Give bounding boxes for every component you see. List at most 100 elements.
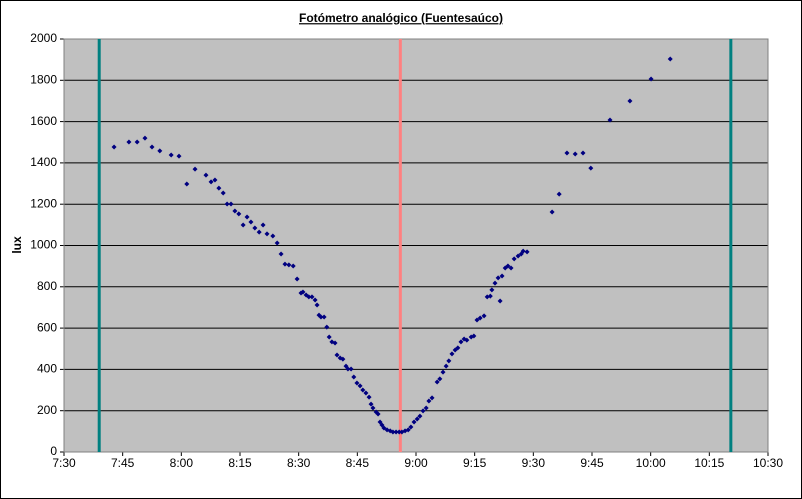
data-point: [282, 261, 288, 267]
data-point: [489, 287, 495, 293]
data-point: [434, 379, 440, 385]
data-point: [309, 294, 315, 300]
data-point: [252, 225, 258, 231]
data-point: [216, 185, 222, 191]
data-point: [375, 411, 381, 417]
data-point: [300, 289, 306, 295]
data-point: [564, 150, 570, 156]
data-point: [449, 351, 455, 357]
data-point: [240, 222, 246, 228]
data-point: [134, 139, 140, 145]
data-point: [294, 276, 300, 282]
data-point: [203, 172, 209, 178]
data-point: [351, 374, 357, 380]
data-point: [417, 413, 423, 419]
data-point: [149, 144, 155, 150]
y-tick-label: 600: [37, 320, 57, 334]
data-point: [379, 422, 385, 428]
data-point: [556, 191, 562, 197]
data-point: [324, 324, 330, 330]
x-tick-label: 7:30: [52, 456, 76, 470]
data-point: [458, 339, 464, 345]
y-axis-label: lux: [10, 236, 24, 254]
data-point: [345, 366, 351, 372]
y-tick-label: 1200: [30, 196, 57, 210]
data-point: [443, 363, 449, 369]
data-point: [142, 135, 148, 141]
data-point: [360, 387, 366, 393]
data-point: [366, 394, 372, 400]
x-tick-label: 10:15: [694, 456, 724, 470]
data-point: [332, 340, 338, 346]
data-point: [248, 219, 254, 225]
data-point: [208, 179, 214, 185]
x-tick-label: 9:15: [463, 456, 487, 470]
data-point: [157, 148, 163, 154]
data-point: [212, 177, 218, 183]
data-point: [648, 76, 654, 82]
data-point: [440, 369, 446, 375]
data-point: [446, 358, 452, 364]
data-point: [321, 314, 327, 320]
x-tick-label: 8:00: [170, 456, 194, 470]
data-point: [414, 416, 420, 422]
data-point: [260, 222, 266, 228]
data-point: [192, 166, 198, 172]
data-point: [176, 153, 182, 159]
data-point: [220, 190, 226, 196]
data-point: [411, 419, 417, 425]
chart-title: Fotómetro analógico (Fuentesaúco): [299, 11, 503, 25]
data-point: [549, 209, 555, 215]
data-point: [471, 333, 477, 339]
data-point: [256, 229, 262, 235]
data-point: [357, 383, 363, 389]
data-point: [511, 256, 517, 262]
x-tick-label: 10:00: [636, 456, 666, 470]
y-tick-label: 1400: [30, 155, 57, 169]
data-point: [667, 56, 673, 62]
data-point: [474, 317, 480, 323]
data-point: [505, 263, 511, 269]
data-point: [588, 165, 594, 171]
data-point: [348, 366, 354, 372]
data-point: [318, 314, 324, 320]
data-point: [228, 201, 234, 207]
data-point: [426, 398, 432, 404]
y-tick-label: 2000: [30, 31, 57, 45]
data-point: [306, 294, 312, 300]
data-point: [429, 395, 435, 401]
data-point: [508, 265, 514, 271]
data-point: [270, 233, 276, 239]
data-point: [492, 280, 498, 286]
data-point: [290, 263, 296, 269]
data-point: [286, 262, 292, 268]
data-point: [520, 248, 526, 254]
data-point: [278, 251, 284, 257]
data-point: [420, 408, 426, 414]
data-point: [244, 214, 250, 220]
data-point: [464, 337, 470, 343]
y-tick-label: 400: [37, 362, 57, 376]
data-point: [455, 345, 461, 351]
x-tick-label: 7:45: [111, 456, 135, 470]
data-point: [111, 144, 117, 150]
x-tick-label: 9:45: [580, 456, 604, 470]
y-tick-label: 1000: [30, 238, 57, 252]
data-point: [224, 201, 230, 207]
data-point: [481, 313, 487, 319]
data-point: [232, 208, 238, 214]
data-point: [314, 302, 320, 308]
plot-border: [63, 38, 769, 453]
data-point: [354, 380, 360, 386]
data-point: [390, 429, 396, 435]
data-point: [607, 117, 613, 123]
data-point: [312, 297, 318, 303]
data-point: [515, 253, 521, 259]
x-tick-label: 8:15: [228, 456, 252, 470]
data-point: [487, 293, 493, 299]
data-point: [168, 152, 174, 158]
y-tick-label: 800: [37, 279, 57, 293]
data-point: [236, 211, 242, 217]
